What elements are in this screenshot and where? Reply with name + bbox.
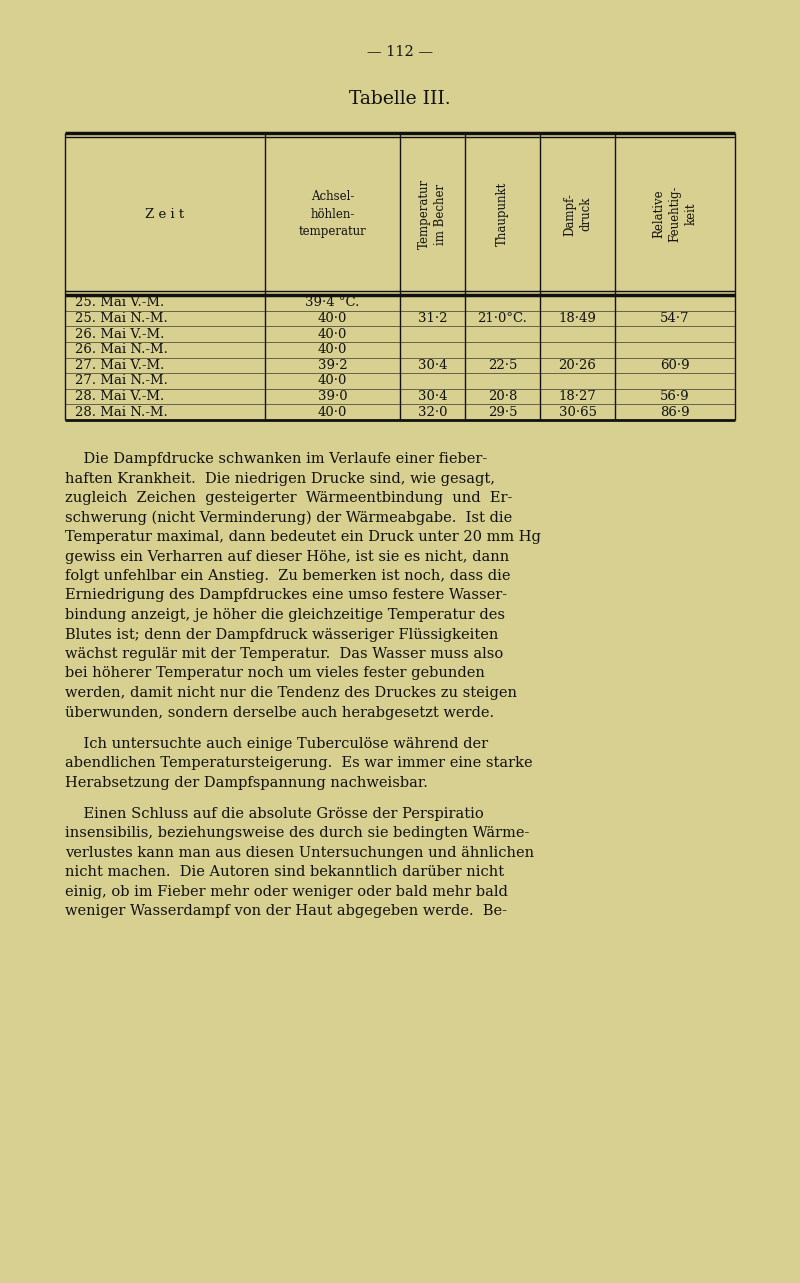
Text: 22·5: 22·5 bbox=[488, 359, 517, 372]
Text: nicht machen.  Die Autoren sind bekanntlich darüber nicht: nicht machen. Die Autoren sind bekanntli… bbox=[65, 866, 504, 879]
Text: werden, damit nicht nur die Tendenz des Druckes zu steigen: werden, damit nicht nur die Tendenz des … bbox=[65, 686, 517, 701]
Text: überwunden, sondern derselbe auch herabgesetzt werde.: überwunden, sondern derselbe auch herabg… bbox=[65, 706, 494, 720]
Text: 54·7: 54·7 bbox=[660, 312, 690, 325]
Text: weniger Wasserdampf von der Haut abgegeben werde.  Be-: weniger Wasserdampf von der Haut abgegeb… bbox=[65, 905, 507, 919]
Text: Ich untersuchte auch einige Tuberculöse während der: Ich untersuchte auch einige Tuberculöse … bbox=[65, 736, 488, 751]
Text: einig, ob im Fieber mehr oder weniger oder bald mehr bald: einig, ob im Fieber mehr oder weniger od… bbox=[65, 885, 508, 899]
Text: 31·2: 31·2 bbox=[418, 312, 447, 325]
Text: abendlichen Temperatursteigerung.  Es war immer eine starke: abendlichen Temperatursteigerung. Es war… bbox=[65, 756, 533, 770]
Text: 25. Mai N.-M.: 25. Mai N.-M. bbox=[75, 312, 168, 325]
Text: 39·4 °C.: 39·4 °C. bbox=[306, 296, 360, 309]
Text: 39·0: 39·0 bbox=[318, 390, 347, 403]
Text: bindung anzeigt, je höher die gleichzeitige Temperatur des: bindung anzeigt, je höher die gleichzeit… bbox=[65, 608, 505, 622]
Text: 28. Mai N.-M.: 28. Mai N.-M. bbox=[75, 405, 168, 418]
Text: folgt unfehlbar ein Anstieg.  Zu bemerken ist noch, dass die: folgt unfehlbar ein Anstieg. Zu bemerken… bbox=[65, 568, 510, 582]
Text: Blutes ist; denn der Dampfdruck wässeriger Flüssigkeiten: Blutes ist; denn der Dampfdruck wässerig… bbox=[65, 627, 498, 642]
Text: Die Dampfdrucke schwanken im Verlaufe einer fieber-: Die Dampfdrucke schwanken im Verlaufe ei… bbox=[65, 452, 487, 466]
Text: 26. Mai V.-M.: 26. Mai V.-M. bbox=[75, 327, 164, 340]
Text: haften Krankheit.  Die niedrigen Drucke sind, wie gesagt,: haften Krankheit. Die niedrigen Drucke s… bbox=[65, 471, 495, 485]
Text: Z e i t: Z e i t bbox=[146, 208, 185, 221]
Text: bei höherer Temperatur noch um vieles fester gebunden: bei höherer Temperatur noch um vieles fe… bbox=[65, 666, 485, 680]
Text: 21·0°C.: 21·0°C. bbox=[478, 312, 527, 325]
Text: Erniedrigung des Dampfdruckes eine umso festere Wasser-: Erniedrigung des Dampfdruckes eine umso … bbox=[65, 589, 507, 603]
Text: 18·49: 18·49 bbox=[558, 312, 597, 325]
Text: 26. Mai N.-M.: 26. Mai N.-M. bbox=[75, 343, 168, 357]
Text: Thaupunkt: Thaupunkt bbox=[496, 182, 509, 246]
Text: 40·0: 40·0 bbox=[318, 375, 347, 387]
Text: zugleich  Zeichen  gesteigerter  Wärmeentbindung  und  Er-: zugleich Zeichen gesteigerter Wärmeentbi… bbox=[65, 491, 512, 506]
Text: schwerung (nicht Verminderung) der Wärmeabgabe.  Ist die: schwerung (nicht Verminderung) der Wärme… bbox=[65, 511, 512, 525]
Text: Relative
Feuehtig-
keit: Relative Feuehtig- keit bbox=[653, 186, 698, 242]
Text: 40·0: 40·0 bbox=[318, 405, 347, 418]
Text: 39·2: 39·2 bbox=[318, 359, 347, 372]
Text: Herabsetzung der Dampfspannung nachweisbar.: Herabsetzung der Dampfspannung nachweisb… bbox=[65, 776, 428, 790]
Text: 60·9: 60·9 bbox=[660, 359, 690, 372]
Text: 56·9: 56·9 bbox=[660, 390, 690, 403]
Text: Einen Schluss auf die absolute Grösse der Perspiratio: Einen Schluss auf die absolute Grösse de… bbox=[65, 807, 484, 821]
Text: wächst regulär mit der Temperatur.  Das Wasser muss also: wächst regulär mit der Temperatur. Das W… bbox=[65, 647, 503, 661]
Text: 86·9: 86·9 bbox=[660, 405, 690, 418]
Text: 20·26: 20·26 bbox=[558, 359, 597, 372]
Text: gewiss ein Verharren auf dieser Höhe, ist sie es nicht, dann: gewiss ein Verharren auf dieser Höhe, is… bbox=[65, 549, 510, 563]
Text: 30·4: 30·4 bbox=[418, 390, 447, 403]
Text: 40·0: 40·0 bbox=[318, 327, 347, 340]
Text: 27. Mai N.-M.: 27. Mai N.-M. bbox=[75, 375, 168, 387]
Text: Dampf-
druck: Dampf- druck bbox=[563, 192, 592, 236]
Text: — 112 —: — 112 — bbox=[367, 45, 433, 59]
Text: Tabelle III.: Tabelle III. bbox=[349, 90, 451, 108]
Text: 40·0: 40·0 bbox=[318, 343, 347, 357]
Text: 40·0: 40·0 bbox=[318, 312, 347, 325]
Text: Temperatur maximal, dann bedeutet ein Druck unter 20 mm Hg: Temperatur maximal, dann bedeutet ein Dr… bbox=[65, 530, 541, 544]
Text: 30·4: 30·4 bbox=[418, 359, 447, 372]
Text: Temperatur
im Becher: Temperatur im Becher bbox=[418, 178, 447, 249]
Text: 27. Mai V.-M.: 27. Mai V.-M. bbox=[75, 359, 164, 372]
Text: 18·27: 18·27 bbox=[558, 390, 597, 403]
Text: 29·5: 29·5 bbox=[488, 405, 518, 418]
Text: 28. Mai V.-M.: 28. Mai V.-M. bbox=[75, 390, 164, 403]
Text: verlustes kann man aus diesen Untersuchungen und ähnlichen: verlustes kann man aus diesen Untersuchu… bbox=[65, 845, 534, 860]
Text: 30·65: 30·65 bbox=[558, 405, 597, 418]
Text: Achsel-
höhlen-
temperatur: Achsel- höhlen- temperatur bbox=[298, 190, 366, 239]
Text: 20·8: 20·8 bbox=[488, 390, 517, 403]
Text: 25. Mai V.-M.: 25. Mai V.-M. bbox=[75, 296, 164, 309]
Text: insensibilis, beziehungsweise des durch sie bedingten Wärme-: insensibilis, beziehungsweise des durch … bbox=[65, 826, 530, 840]
Text: 32·0: 32·0 bbox=[418, 405, 447, 418]
